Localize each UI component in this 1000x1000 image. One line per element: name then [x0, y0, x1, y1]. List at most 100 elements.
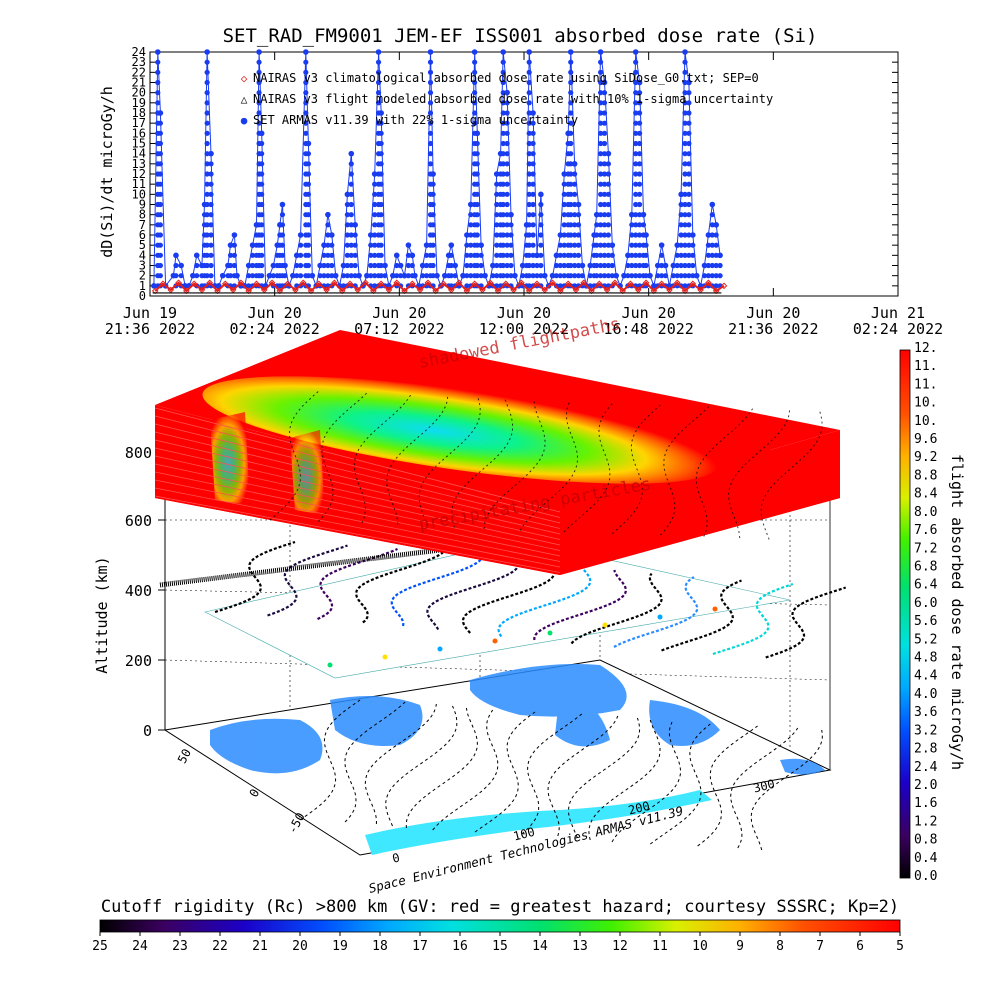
data-point	[504, 161, 510, 167]
data-point	[662, 273, 669, 279]
data-point	[486, 279, 494, 287]
data-point	[568, 90, 574, 96]
data-point	[720, 282, 728, 290]
slab-layer	[154, 495, 561, 573]
data-point	[526, 242, 532, 248]
data-point	[204, 222, 210, 228]
data-point	[368, 262, 374, 269]
data-point	[572, 212, 578, 218]
data-point	[682, 201, 688, 208]
data-point	[474, 171, 480, 177]
data-point	[504, 151, 510, 157]
data-point	[249, 252, 256, 258]
data-point	[372, 283, 378, 289]
data-point	[478, 252, 484, 258]
data-point	[204, 100, 210, 106]
floor-track	[521, 713, 583, 835]
dose-colorbar-tick-label: 7.6	[914, 523, 937, 538]
data-point	[204, 79, 210, 86]
data-point	[299, 279, 307, 287]
data-point	[190, 280, 198, 288]
data-point	[305, 232, 312, 238]
data-point	[279, 232, 286, 238]
data-point	[598, 181, 604, 187]
slab-track	[317, 391, 369, 522]
data-point	[393, 252, 400, 259]
dose-colorbar-tick-label: 0.0	[914, 869, 937, 884]
data-point	[518, 279, 525, 287]
data-point	[325, 273, 331, 279]
data-point	[500, 232, 506, 238]
data-point	[504, 212, 510, 218]
data-point	[249, 273, 256, 279]
data-point	[682, 140, 688, 147]
floor-flight-tracks	[299, 699, 823, 851]
x-tick-date: Jun 20	[248, 304, 302, 322]
data-point	[705, 252, 712, 258]
data-point	[305, 151, 312, 157]
data-point	[259, 191, 265, 197]
data-point	[526, 151, 532, 157]
data-point	[427, 161, 434, 167]
data-point	[474, 181, 480, 187]
data-point	[231, 252, 238, 258]
data-point	[557, 273, 563, 279]
data-point	[598, 212, 604, 218]
data-point	[701, 262, 708, 269]
data-point	[157, 140, 163, 147]
data-point	[155, 79, 161, 86]
dose-colorbar-tick-label: 10.	[914, 414, 937, 429]
data-point	[325, 242, 331, 248]
data-point	[643, 273, 649, 279]
data-point	[526, 79, 532, 86]
data-point	[538, 191, 544, 198]
data-point	[378, 212, 384, 218]
data-point	[409, 252, 416, 259]
data-point	[393, 279, 401, 287]
legend-label: SET ARMAS v11.39 with 22% 1-sigma uncert…	[253, 113, 578, 127]
data-point	[468, 273, 474, 279]
rigidity-tick-label: 6	[856, 939, 864, 954]
data-point	[690, 232, 696, 238]
data-point	[256, 120, 262, 126]
data-point	[378, 191, 384, 197]
data-point	[500, 191, 506, 197]
data-point	[575, 201, 582, 208]
data-point	[625, 262, 631, 269]
data-point	[500, 49, 507, 55]
data-point	[348, 222, 354, 228]
data-point	[678, 222, 684, 228]
data-point	[689, 280, 697, 288]
data-point	[526, 110, 532, 116]
data-point	[423, 242, 430, 248]
data-point	[674, 273, 680, 279]
data-point	[572, 191, 578, 197]
data-point	[427, 110, 434, 116]
rigidity-tick-label: 13	[572, 939, 588, 954]
data-point	[256, 90, 262, 96]
data-point	[632, 49, 639, 55]
y-axis-label: dD(Si)/dt microGy/h	[98, 86, 116, 258]
data-point	[629, 252, 635, 258]
data-point	[568, 273, 574, 279]
data-point	[305, 252, 312, 258]
data-point	[204, 232, 210, 238]
data-point	[368, 242, 374, 248]
data-point	[557, 232, 564, 238]
data-point	[504, 242, 510, 248]
data-point	[208, 242, 214, 248]
dose-colorbar-tick-label: 3.6	[914, 705, 937, 720]
data-point	[682, 171, 688, 177]
dose-colorbar-tick-label: 2.8	[914, 742, 937, 757]
data-point	[478, 242, 484, 248]
dose-colorbar-ticks: 0.0 0.4 0.8 1.2 1.6 2.0 2.4 2.8 3.2 3.6 4.0 4.4 4.8 5…	[914, 341, 938, 884]
legend-label: NAIRAS v3 climatological absorbed dose r…	[253, 71, 759, 85]
floor-track	[547, 715, 619, 837]
data-point	[325, 222, 331, 228]
data-point	[575, 252, 582, 258]
data-point	[508, 273, 514, 279]
data-point	[568, 181, 574, 187]
data-point	[713, 283, 719, 289]
data-point	[647, 272, 653, 279]
data-point	[601, 262, 608, 269]
